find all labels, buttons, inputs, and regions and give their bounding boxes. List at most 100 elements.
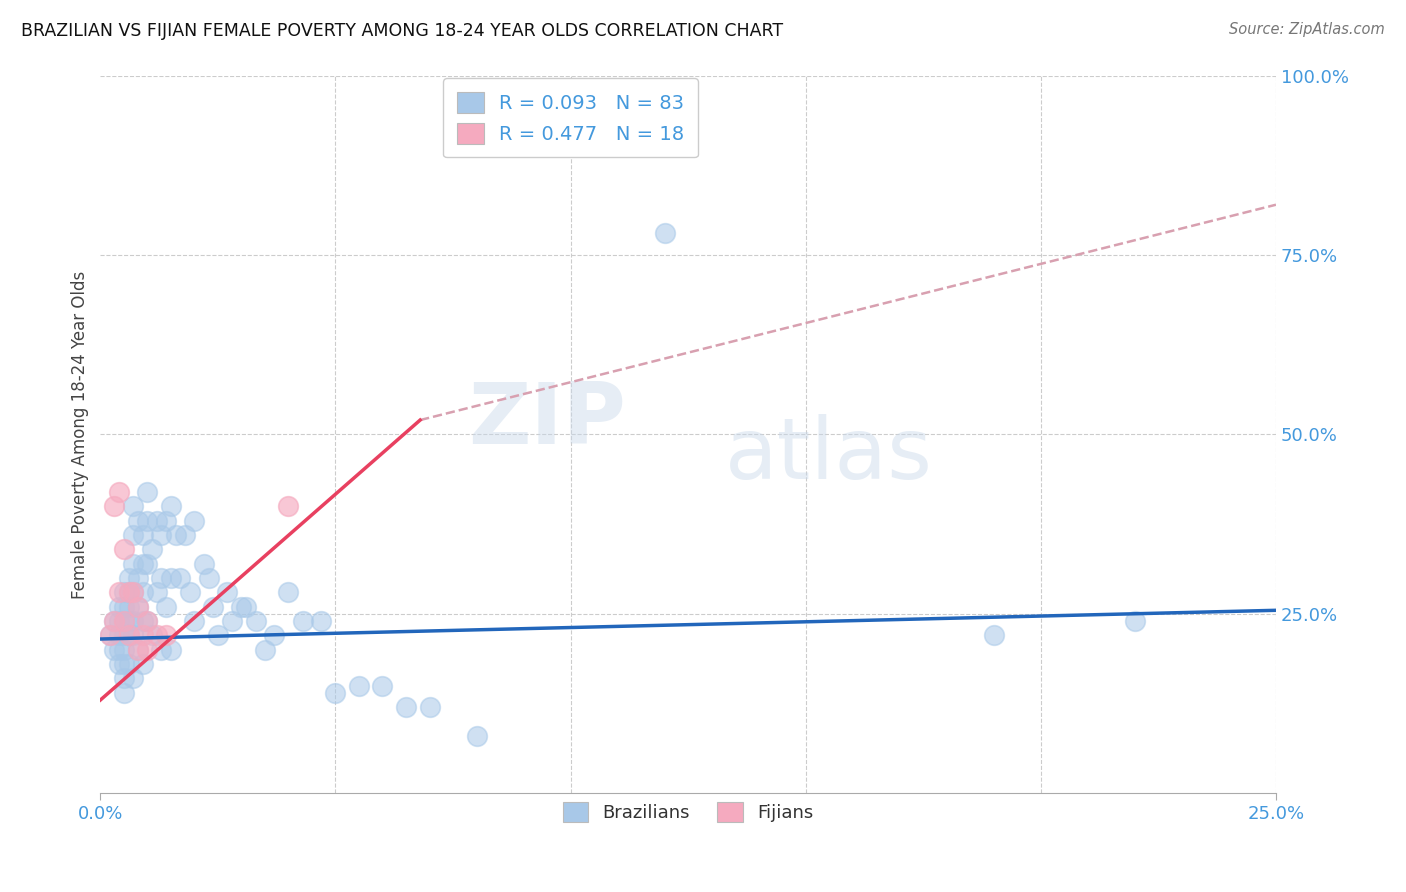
- Point: [131, 657, 153, 672]
- Point: [112, 542, 135, 557]
- Point: [136, 514, 159, 528]
- Point: [127, 642, 149, 657]
- Point: [103, 614, 125, 628]
- Point: [122, 500, 145, 514]
- Point: [169, 571, 191, 585]
- Point: [117, 599, 139, 614]
- Point: [183, 614, 205, 628]
- Legend: Brazilians, Fijians: Brazilians, Fijians: [550, 789, 825, 835]
- Point: [193, 557, 215, 571]
- Point: [108, 657, 131, 672]
- Y-axis label: Female Poverty Among 18-24 Year Olds: Female Poverty Among 18-24 Year Olds: [72, 270, 89, 599]
- Point: [117, 614, 139, 628]
- Point: [245, 614, 267, 628]
- Point: [1123, 614, 1146, 628]
- Point: [347, 679, 370, 693]
- Point: [122, 628, 145, 642]
- Point: [253, 642, 276, 657]
- Point: [235, 599, 257, 614]
- Point: [127, 599, 149, 614]
- Point: [371, 679, 394, 693]
- Point: [141, 542, 163, 557]
- Point: [108, 642, 131, 657]
- Point: [291, 614, 314, 628]
- Point: [654, 227, 676, 241]
- Point: [112, 599, 135, 614]
- Point: [108, 484, 131, 499]
- Point: [112, 628, 135, 642]
- Point: [155, 514, 177, 528]
- Point: [150, 642, 173, 657]
- Point: [131, 585, 153, 599]
- Point: [174, 528, 197, 542]
- Point: [160, 571, 183, 585]
- Point: [150, 571, 173, 585]
- Point: [141, 628, 163, 642]
- Point: [108, 614, 131, 628]
- Point: [160, 642, 183, 657]
- Point: [155, 599, 177, 614]
- Point: [146, 628, 169, 642]
- Point: [277, 585, 299, 599]
- Point: [122, 585, 145, 599]
- Point: [98, 628, 121, 642]
- Point: [112, 686, 135, 700]
- Point: [112, 642, 135, 657]
- Point: [197, 571, 219, 585]
- Point: [122, 557, 145, 571]
- Point: [136, 614, 159, 628]
- Point: [136, 557, 159, 571]
- Point: [117, 628, 139, 642]
- Point: [277, 500, 299, 514]
- Point: [395, 700, 418, 714]
- Point: [108, 628, 131, 642]
- Point: [131, 614, 153, 628]
- Point: [146, 514, 169, 528]
- Point: [98, 628, 121, 642]
- Point: [108, 585, 131, 599]
- Point: [122, 528, 145, 542]
- Point: [136, 614, 159, 628]
- Point: [325, 686, 347, 700]
- Point: [150, 528, 173, 542]
- Point: [146, 585, 169, 599]
- Point: [131, 557, 153, 571]
- Point: [112, 585, 135, 599]
- Point: [311, 614, 333, 628]
- Point: [127, 599, 149, 614]
- Point: [136, 642, 159, 657]
- Point: [202, 599, 225, 614]
- Point: [117, 585, 139, 599]
- Point: [160, 500, 183, 514]
- Point: [231, 599, 253, 614]
- Point: [122, 672, 145, 686]
- Point: [165, 528, 187, 542]
- Point: [136, 484, 159, 499]
- Point: [155, 628, 177, 642]
- Point: [983, 628, 1005, 642]
- Point: [221, 614, 243, 628]
- Point: [465, 729, 488, 743]
- Point: [127, 514, 149, 528]
- Point: [122, 614, 145, 628]
- Point: [263, 628, 285, 642]
- Point: [207, 628, 229, 642]
- Point: [117, 585, 139, 599]
- Point: [112, 614, 135, 628]
- Point: [179, 585, 201, 599]
- Text: Source: ZipAtlas.com: Source: ZipAtlas.com: [1229, 22, 1385, 37]
- Point: [131, 528, 153, 542]
- Point: [108, 599, 131, 614]
- Point: [217, 585, 239, 599]
- Point: [103, 614, 125, 628]
- Point: [117, 571, 139, 585]
- Point: [418, 700, 440, 714]
- Point: [127, 642, 149, 657]
- Point: [103, 500, 125, 514]
- Point: [131, 628, 153, 642]
- Text: atlas: atlas: [725, 415, 934, 498]
- Text: ZIP: ZIP: [468, 378, 626, 461]
- Point: [112, 672, 135, 686]
- Point: [103, 642, 125, 657]
- Text: BRAZILIAN VS FIJIAN FEMALE POVERTY AMONG 18-24 YEAR OLDS CORRELATION CHART: BRAZILIAN VS FIJIAN FEMALE POVERTY AMONG…: [21, 22, 783, 40]
